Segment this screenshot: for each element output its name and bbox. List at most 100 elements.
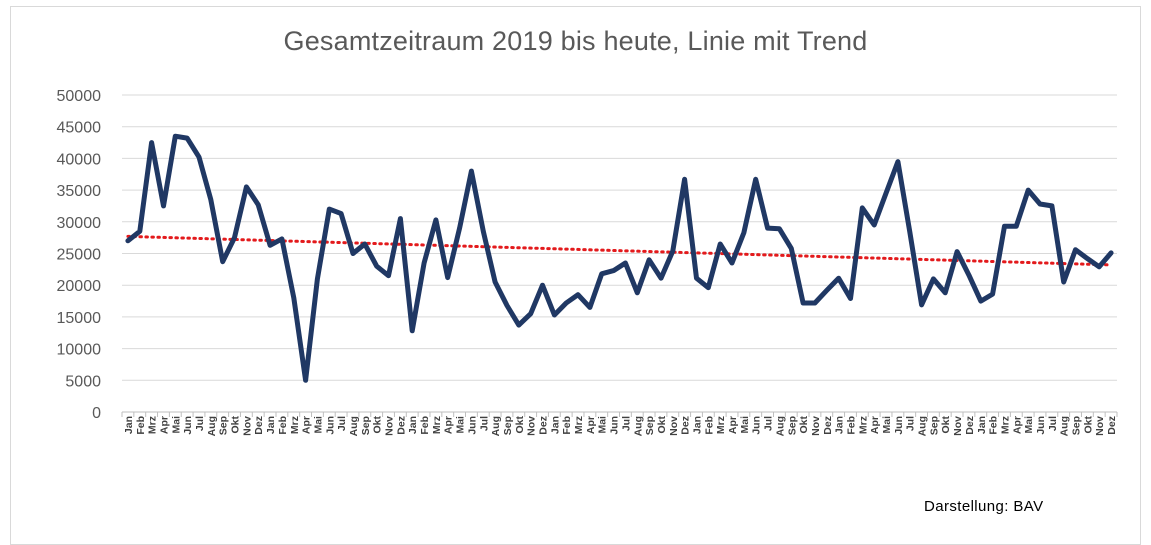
y-tick-label: 40000 (57, 151, 102, 168)
x-tick-label: Feb (561, 416, 573, 435)
y-tick-label: 25000 (57, 247, 102, 264)
x-tick-label: Nov (526, 416, 538, 436)
x-tick-label: Jan (265, 416, 277, 434)
x-tick-label: Okt (656, 416, 668, 434)
x-tick-label: Jul (336, 416, 348, 431)
x-tick-label: Apr (727, 416, 739, 434)
x-tick-label: Okt (798, 416, 810, 434)
x-tick-label: Mrz (999, 416, 1011, 434)
x-tick-label: Jul (1047, 416, 1059, 431)
x-tick-label: Jun (609, 416, 621, 435)
x-tick-label: Dez (822, 416, 834, 435)
chart-title: Gesamtzeitraum 2019 bis heute, Linie mit… (283, 26, 868, 56)
x-tick-label: Nov (810, 416, 822, 436)
x-tick-label: Mrz (715, 416, 727, 434)
x-tick-label: Mai (739, 416, 751, 434)
x-tick-label: Feb (419, 416, 431, 435)
x-tick-label: Jun (182, 416, 194, 435)
x-tick-label: Sep (644, 416, 656, 435)
x-tick-label: Apr (301, 416, 313, 434)
x-tick-label: Jan (549, 416, 561, 434)
x-tick-label: Dez (1106, 416, 1118, 435)
x-tick-label: Okt (372, 416, 384, 434)
x-tick-label: Mrz (573, 416, 585, 434)
x-tick-label: Apr (158, 416, 170, 434)
x-tick-label: Jun (751, 416, 763, 435)
x-tick-label: Jul (763, 416, 775, 431)
x-tick-label: Jan (691, 416, 703, 434)
x-tick-label: Jun (1035, 416, 1047, 435)
y-tick-label: 50000 (57, 88, 102, 105)
x-tick-label: Mai (455, 416, 467, 434)
y-tick-label: 15000 (57, 310, 102, 327)
series-group (125, 133, 1114, 383)
trend-line (126, 234, 1113, 267)
x-tick-label: Dez (395, 416, 407, 435)
x-tick-label: Nov (241, 416, 253, 436)
x-tick-label: Feb (135, 416, 147, 435)
y-tick-label: 0 (92, 405, 101, 422)
x-tick-label: Mrz (147, 416, 159, 434)
x-tick-label: Dez (538, 416, 550, 435)
x-tick-label: Sep (1071, 416, 1083, 435)
x-tick-label: Mrz (289, 416, 301, 434)
x-tick-label: Dez (253, 416, 265, 435)
trend-line-group (126, 234, 1113, 267)
x-tick-label: Apr (1011, 416, 1023, 434)
x-tick-label: Aug (774, 416, 786, 436)
x-tick-label: Sep (786, 416, 798, 435)
x-tick-label: Aug (348, 416, 360, 436)
x-tick-label: Aug (917, 416, 929, 436)
x-tick-label: Sep (218, 416, 230, 435)
x-tick-label: Okt (940, 416, 952, 434)
x-tick-label: Jun (324, 416, 336, 435)
x-tick-label: Mai (312, 416, 324, 434)
x-tick-label: Jan (976, 416, 988, 434)
x-tick-label: Mrz (857, 416, 869, 434)
series-line (125, 133, 1114, 383)
x-tick-label: Jan (407, 416, 419, 434)
x-tick-label: Mai (170, 416, 182, 434)
x-tick-label: Mai (881, 416, 893, 434)
x-tick-label: Apr (443, 416, 455, 434)
x-axis-ticks: Jan Feb Mrz Apr Mai Jun Jul Aug Sep Okt Nov Dez Jan F… (123, 416, 1118, 437)
y-tick-label: 20000 (57, 278, 102, 295)
x-tick-label: Feb (277, 416, 289, 435)
x-tick-label: Dez (680, 416, 692, 435)
y-axis-ticks: 0 5000 10000 15000 20000 25000 30000 35000 40000… (57, 88, 102, 422)
x-tick-label: Okt (230, 416, 242, 434)
x-tick-label: Aug (206, 416, 218, 436)
x-tick-label: Jul (620, 416, 632, 431)
x-tick-label: Apr (585, 416, 597, 434)
x-tick-label: Mai (1023, 416, 1035, 434)
x-tick-label: Mrz (431, 416, 443, 434)
gridlines (122, 94, 1117, 381)
credit-label: Darstellung: BAV (924, 498, 1044, 515)
x-tick-label: Nov (1094, 416, 1106, 436)
x-tick-label: Sep (502, 416, 514, 435)
x-tick-label: Feb (703, 416, 715, 435)
y-tick-label: 30000 (57, 215, 102, 232)
x-tick-label: Nov (384, 416, 396, 436)
y-tick-label: 35000 (57, 183, 102, 200)
x-tick-label: Jul (478, 416, 490, 431)
x-axis (121, 411, 1118, 417)
x-tick-label: Jul (905, 416, 917, 431)
x-tick-label: Jan (834, 416, 846, 434)
x-tick-label: Apr (869, 416, 881, 434)
x-tick-label: Jan (123, 416, 135, 434)
x-tick-label: Nov (668, 416, 680, 436)
x-tick-label: Jun (893, 416, 905, 435)
x-tick-label: Feb (845, 416, 857, 435)
x-tick-label: Aug (1059, 416, 1071, 436)
x-tick-label: Sep (360, 416, 372, 435)
x-tick-label: Dez (964, 416, 976, 435)
x-tick-label: Aug (632, 416, 644, 436)
y-tick-label: 5000 (65, 373, 101, 390)
x-tick-label: Feb (988, 416, 1000, 435)
y-tick-label: 10000 (57, 342, 102, 359)
x-tick-label: Mai (597, 416, 609, 434)
x-tick-label: Okt (514, 416, 526, 434)
y-tick-label: 45000 (57, 120, 102, 137)
